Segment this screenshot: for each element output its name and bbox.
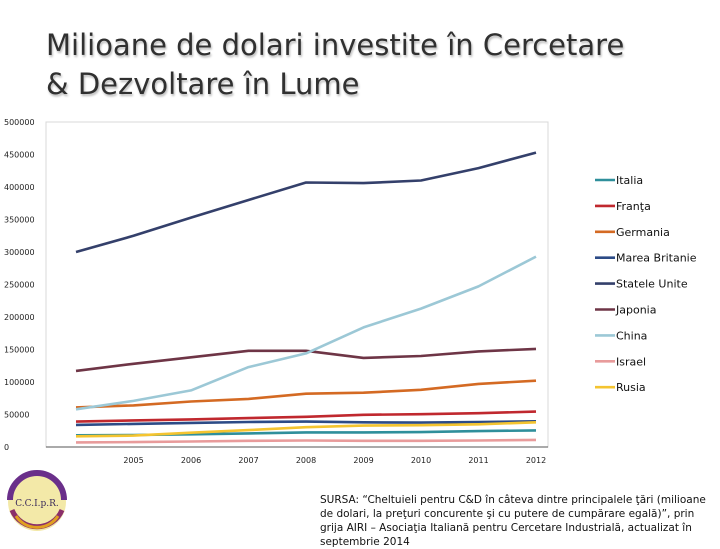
series-line-statele-unite — [75, 151, 537, 254]
legend-label-italia: Italia — [616, 174, 643, 187]
series-lines — [75, 151, 537, 444]
legend-label-franta: Franţa — [616, 200, 651, 213]
x-tick-label: 2009 — [353, 456, 373, 465]
x-tick-label: 2010 — [411, 456, 431, 465]
series-line-china — [75, 255, 537, 411]
title-line-1: Milioane de dolari investite în Cercetar… — [46, 28, 625, 62]
logo-emblem: C.C.I.p.R. — [7, 470, 67, 531]
y-axis-ticks: 0 50000 100000 150000 200000 250000 300000 3500… — [4, 118, 35, 452]
series-line-rusia — [75, 421, 537, 438]
y-tick-label: 500000 — [4, 118, 35, 127]
legend-label-germania: Germania — [616, 226, 670, 239]
x-tick-label: 2011 — [468, 456, 488, 465]
logo-text: C.C.I.p.R. — [15, 499, 59, 509]
x-tick-label: 2008 — [296, 456, 316, 465]
legend-label-japonia: Japonia — [615, 304, 656, 317]
y-tick-label: 450000 — [4, 151, 35, 160]
series-line-israel — [75, 438, 537, 444]
x-tick-label: 2012 — [526, 456, 546, 465]
legend-label-marea-britanie: Marea Britanie — [616, 252, 697, 265]
y-tick-label: 200000 — [4, 313, 35, 322]
series-line-marea-britanie — [75, 420, 537, 427]
title-line-2: & Dezvoltare în Lume — [46, 67, 360, 101]
x-tick-label: 2005 — [123, 456, 143, 465]
page-title: Milioane de dolari investite în Cercetar… — [46, 26, 706, 104]
legend-label-china: China — [616, 329, 647, 342]
series-line-japonia — [75, 347, 537, 373]
x-axis-ticks: 2005 2006 2007 2008 2009 2010 2011 2012 — [123, 456, 546, 465]
series-line-germania — [75, 379, 537, 409]
x-tick-label: 2006 — [181, 456, 201, 465]
y-tick-label: 50000 — [4, 411, 29, 420]
y-tick-label: 400000 — [4, 183, 35, 192]
y-tick-label: 300000 — [4, 248, 35, 257]
y-tick-label: 350000 — [4, 216, 35, 225]
y-tick-label: 250000 — [4, 281, 35, 290]
plot-area — [45, 121, 549, 448]
legend-label-israel: Israel — [616, 355, 646, 368]
y-tick-label: 150000 — [4, 346, 35, 355]
source-note: SURSA: “Cheltuieli pentru C&D în câteva … — [320, 494, 706, 548]
y-tick-label: 0 — [4, 443, 9, 452]
legend-label-statele-unite: Statele Unite — [616, 278, 688, 291]
y-tick-label: 100000 — [4, 378, 35, 387]
x-tick-label: 2007 — [238, 456, 258, 465]
series-line-franta — [75, 410, 537, 423]
legend-label-rusia: Rusia — [616, 381, 646, 394]
legend: Italia Franţa Germania Marea Britanie Statel… — [595, 174, 697, 394]
logo: C.C.I.p.R. — [2, 470, 72, 534]
